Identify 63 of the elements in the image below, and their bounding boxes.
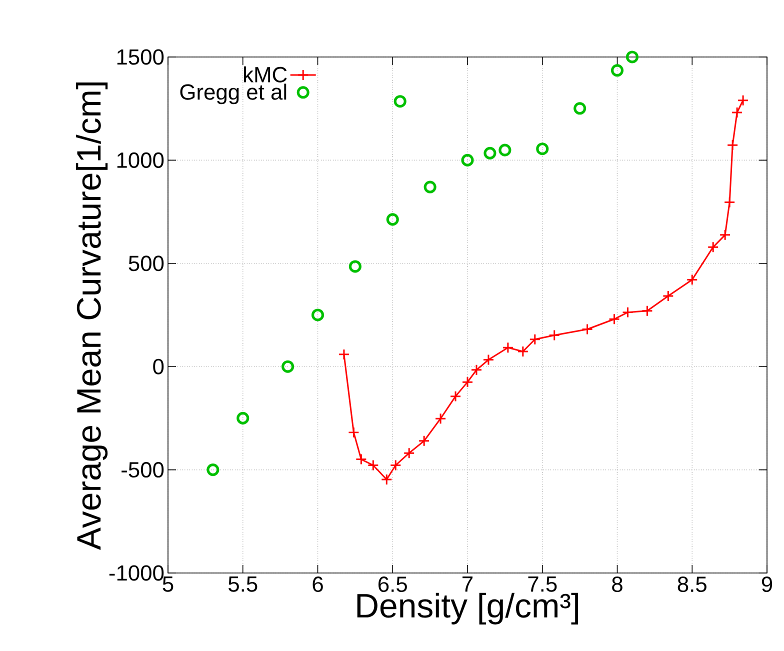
point	[724, 196, 736, 208]
point	[367, 460, 379, 471]
point	[707, 241, 719, 253]
point	[434, 412, 446, 424]
point	[462, 376, 474, 388]
x-tick-label: 8.5	[678, 576, 706, 592]
x-tick-label: 5.5	[228, 576, 258, 592]
point	[394, 95, 406, 108]
point	[348, 260, 362, 273]
point	[529, 334, 541, 346]
point	[536, 142, 549, 156]
point	[737, 94, 749, 106]
point	[608, 313, 620, 325]
point	[548, 329, 560, 341]
point	[719, 229, 731, 241]
point	[418, 435, 430, 447]
y-tick-label: 1500	[117, 49, 164, 65]
x-tick-label: 8	[612, 576, 622, 592]
point	[206, 464, 220, 476]
point	[282, 360, 294, 373]
point	[403, 447, 415, 459]
x-tick-label: 9	[762, 576, 772, 592]
point	[348, 426, 360, 438]
point	[390, 460, 402, 471]
x-tick-label: 6	[312, 576, 323, 592]
point	[517, 346, 529, 358]
x-tick-label: 5	[162, 576, 174, 592]
point	[726, 139, 738, 151]
x-tick-label: 7	[462, 576, 473, 592]
point	[498, 144, 512, 156]
x-tick-label: 7.5	[528, 576, 557, 592]
point	[502, 342, 514, 354]
point	[610, 64, 624, 77]
x-axis-title: Density [g/cm³]	[357, 592, 578, 624]
y-tick-label: 1000	[117, 152, 164, 168]
point	[311, 308, 324, 322]
y-tick-label: -1000	[109, 565, 164, 581]
point	[626, 50, 639, 64]
y-tick-label: 500	[128, 256, 164, 272]
point	[450, 390, 462, 402]
y-tick-label: 0	[153, 358, 164, 374]
point	[686, 274, 698, 286]
point	[355, 454, 367, 466]
y-axis-title: Average Mean Curvature[1/cm]	[76, 82, 108, 550]
point	[641, 305, 653, 317]
point	[424, 180, 436, 194]
point	[574, 102, 586, 115]
point	[338, 348, 350, 360]
point	[236, 412, 250, 424]
legend-label: Gregg et al	[180, 84, 286, 104]
y-tick-label: -500	[122, 462, 164, 478]
x-tick-label: 6.5	[378, 576, 407, 592]
point	[622, 306, 634, 318]
point	[482, 354, 494, 366]
point	[380, 474, 392, 486]
point	[470, 364, 482, 376]
point	[662, 290, 674, 302]
point	[484, 146, 496, 160]
point	[731, 106, 743, 118]
point	[461, 154, 474, 166]
point	[582, 324, 594, 335]
legend-label: kMC	[244, 66, 287, 82]
point	[386, 213, 399, 226]
